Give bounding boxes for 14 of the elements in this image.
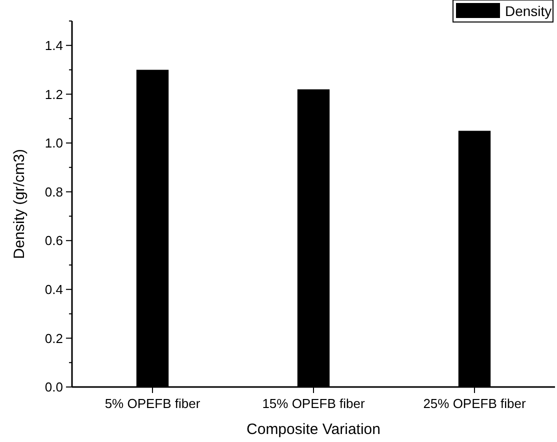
y-tick-label: 0.0 xyxy=(44,380,63,395)
legend-label: Density xyxy=(505,2,552,19)
x-tick-label: 5% OPEFB fiber xyxy=(104,396,201,411)
y-tick-label: 1.2 xyxy=(44,86,63,102)
y-tick-label: 0.4 xyxy=(44,282,63,297)
y-tick-label: 1.4 xyxy=(44,38,63,53)
y-tick-label: 1.0 xyxy=(44,136,63,151)
y-axis-title: Density (gr/cm3) xyxy=(11,148,28,260)
x-tick-label: 25% OPEFB fiber xyxy=(423,396,526,411)
x-tick-label: 15% OPEFB fiber xyxy=(262,396,366,411)
x-axis-title: Composite Variation xyxy=(246,421,380,438)
y-tick-label: 0.6 xyxy=(44,233,63,248)
y-tick-label: 0.2 xyxy=(44,330,63,346)
y-tick-label: 0.8 xyxy=(44,184,63,200)
